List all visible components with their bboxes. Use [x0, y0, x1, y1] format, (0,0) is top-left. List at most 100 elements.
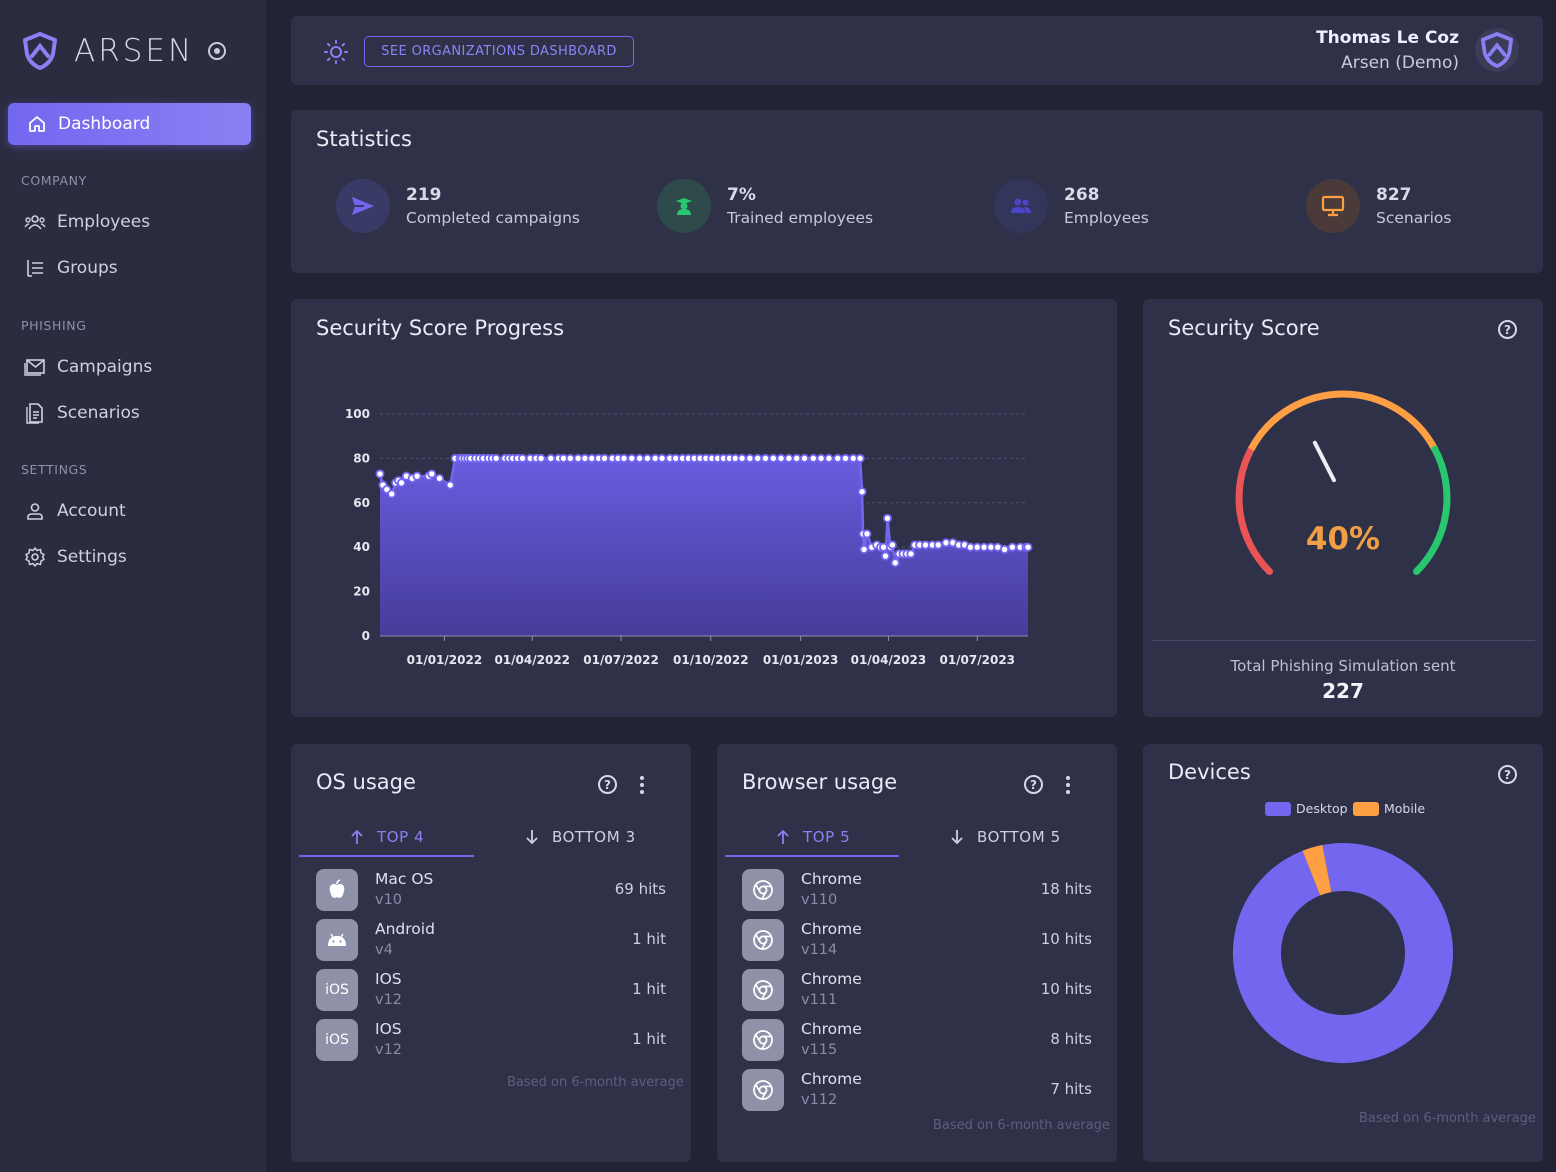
tab-bottom[interactable]: BOTTOM 3	[525, 828, 636, 846]
list-item: Chrome v112 7 hits	[742, 1069, 1092, 1113]
sun-icon[interactable]	[323, 39, 349, 69]
help-icon[interactable]: ?	[1024, 775, 1043, 794]
legend-label: Desktop	[1296, 801, 1348, 816]
monitor-icon	[1306, 179, 1360, 233]
data-point	[627, 453, 637, 463]
help-icon[interactable]: ?	[598, 775, 617, 794]
list-item: Chrome v114 10 hits	[742, 919, 1092, 963]
legend-desktop[interactable]: Desktop	[1265, 801, 1348, 816]
os-hits: 1 hit	[632, 980, 666, 998]
list-item: iOS IOS v12 1 hit	[316, 1019, 666, 1063]
y-tick-label: 80	[353, 451, 370, 465]
sidebar-item-label: Campaigns	[57, 357, 153, 377]
list-item: Chrome v111 10 hits	[742, 969, 1092, 1013]
mail-icon	[24, 356, 46, 378]
help-icon[interactable]: ?	[1498, 320, 1517, 339]
tab-bottom[interactable]: BOTTOM 5	[950, 828, 1061, 846]
devices-card	[1143, 744, 1543, 1162]
data-point	[890, 558, 900, 568]
browser-version: v110	[801, 892, 838, 908]
radio-toggle-icon[interactable]	[208, 42, 227, 60]
x-tick-label: 01/10/2022	[673, 653, 749, 667]
document-icon	[24, 402, 46, 424]
data-point	[862, 529, 872, 539]
android-icon	[316, 919, 358, 961]
data-point	[387, 489, 397, 499]
stat-trained-employees: 7% Trained employees	[657, 179, 873, 233]
section-title-settings: SETTINGS	[21, 462, 88, 477]
browser-hits: 10 hits	[1040, 930, 1092, 948]
graduate-icon	[657, 179, 711, 233]
list-tree-icon	[24, 257, 46, 279]
help-icon[interactable]: ?	[1498, 765, 1517, 784]
sidebar-item-scenarios[interactable]: Scenarios	[24, 400, 140, 426]
total-phishing-label: Total Phishing Simulation sent	[1230, 657, 1456, 675]
browser-name: Chrome	[801, 870, 862, 888]
tab-top[interactable]: TOP 5	[776, 828, 850, 846]
avatar[interactable]	[1475, 28, 1519, 72]
total-phishing-value: 227	[1322, 679, 1364, 703]
data-point	[745, 453, 755, 463]
see-organizations-dashboard-button[interactable]: SEE ORGANIZATIONS DASHBOARD	[364, 36, 634, 67]
data-point	[857, 487, 867, 497]
sidebar-item-settings[interactable]: Settings	[24, 544, 127, 570]
x-tick-label: 01/04/2022	[494, 653, 570, 667]
data-point	[427, 469, 437, 479]
tab-underline	[725, 855, 899, 857]
browser-hits: 18 hits	[1040, 880, 1092, 898]
sidebar-item-account[interactable]: Account	[24, 498, 126, 524]
sidebar-item-employees[interactable]: Employees	[24, 209, 150, 235]
x-tick-label: 01/04/2023	[851, 653, 927, 667]
y-tick-label: 60	[353, 496, 370, 510]
y-tick-label: 100	[345, 407, 370, 421]
apple-icon	[316, 869, 358, 911]
security-score-title: Security Score	[1168, 316, 1320, 340]
sidebar-item-campaigns[interactable]: Campaigns	[24, 354, 152, 380]
more-options-icon[interactable]	[640, 776, 644, 794]
os-name: Android	[375, 920, 435, 938]
chrome-icon	[742, 869, 784, 911]
gauge-needle	[1312, 440, 1336, 483]
data-point	[855, 453, 865, 463]
sidebar-item-groups[interactable]: Groups	[24, 255, 118, 281]
users-icon	[994, 179, 1048, 233]
sidebar-item-label: Groups	[57, 258, 118, 278]
list-item: Android v4 1 hit	[316, 919, 666, 963]
list-item: Chrome v110 18 hits	[742, 869, 1092, 913]
chrome-icon	[742, 1019, 784, 1061]
data-point	[768, 453, 778, 463]
os-version: v12	[375, 1042, 403, 1058]
section-title-company: COMPANY	[21, 173, 87, 188]
data-point	[435, 473, 445, 483]
tab-top[interactable]: TOP 4	[350, 828, 424, 846]
data-point	[906, 549, 916, 559]
data-point	[776, 453, 786, 463]
stat-label: Completed campaigns	[406, 209, 580, 227]
os-name: IOS	[375, 970, 402, 988]
data-point	[546, 453, 556, 463]
sidebar-item-label: Account	[57, 501, 126, 521]
section-title-phishing: PHISHING	[21, 318, 87, 333]
browser-hits: 7 hits	[1050, 1080, 1092, 1098]
data-point	[619, 453, 629, 463]
y-tick-label: 20	[353, 585, 370, 599]
arrow-down-icon	[526, 830, 538, 845]
chrome-icon	[742, 919, 784, 961]
security-score-card	[1143, 299, 1543, 717]
logo[interactable]: ARSEN	[22, 32, 227, 70]
more-options-icon[interactable]	[1066, 776, 1070, 794]
browser-hits: 8 hits	[1050, 1030, 1092, 1048]
sidebar-item-label: Scenarios	[57, 403, 140, 423]
sidebar-item-dashboard[interactable]: Dashboard	[8, 103, 251, 145]
os-name: IOS	[375, 1020, 402, 1038]
divider	[1152, 640, 1535, 641]
legend-mobile[interactable]: Mobile	[1353, 801, 1425, 816]
os-usage-note: Based on 6-month average	[507, 1075, 684, 1090]
stat-value: 219	[406, 185, 442, 205]
ios-icon: iOS	[316, 969, 358, 1011]
browser-name: Chrome	[801, 1070, 862, 1088]
stat-value: 827	[1376, 185, 1412, 205]
x-tick-label: 01/07/2023	[939, 653, 1015, 667]
stat-label: Trained employees	[727, 209, 874, 227]
data-point	[599, 453, 609, 463]
